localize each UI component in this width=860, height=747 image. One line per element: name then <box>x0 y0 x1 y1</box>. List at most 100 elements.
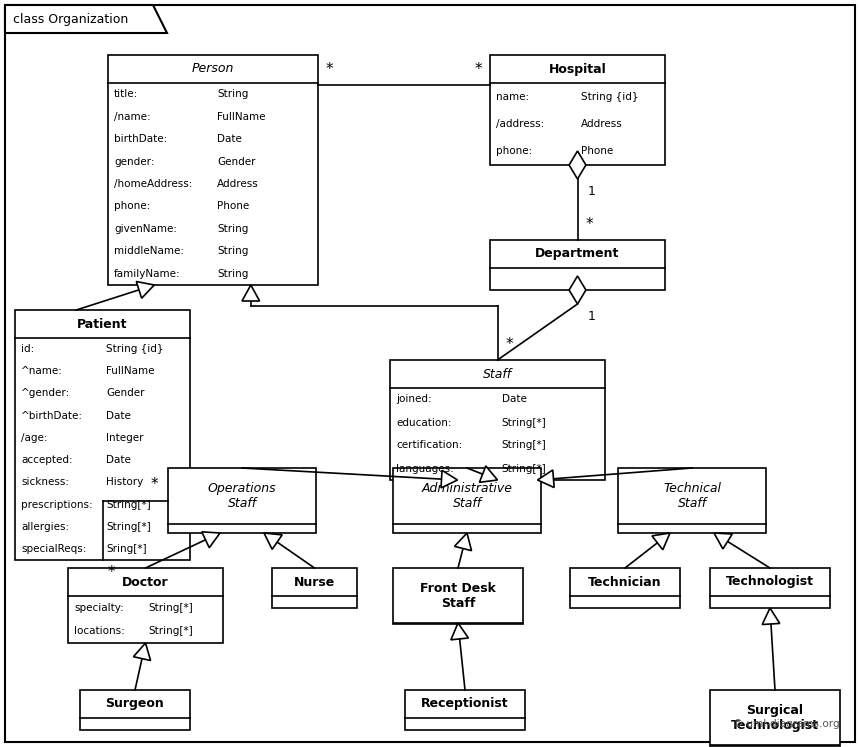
Text: gender:: gender: <box>114 157 155 167</box>
Text: Technician: Technician <box>588 575 662 589</box>
Text: *: * <box>108 565 115 580</box>
Text: /homeAddress:: /homeAddress: <box>114 179 193 189</box>
Text: locations:: locations: <box>74 626 125 636</box>
Text: String[*]: String[*] <box>149 603 194 613</box>
Polygon shape <box>714 533 732 549</box>
Polygon shape <box>133 643 150 660</box>
Text: /age:: /age: <box>21 433 47 443</box>
Bar <box>68 568 223 643</box>
Text: String: String <box>218 224 249 234</box>
Polygon shape <box>242 285 260 301</box>
Bar <box>618 468 766 533</box>
Polygon shape <box>451 623 469 640</box>
Text: name:: name: <box>496 92 529 102</box>
Text: certification:: certification: <box>396 441 463 450</box>
Polygon shape <box>5 5 167 33</box>
Text: String: String <box>218 269 249 279</box>
Polygon shape <box>136 282 154 298</box>
Text: Nurse: Nurse <box>294 575 335 589</box>
Text: String: String <box>218 89 249 99</box>
Text: languages:: languages: <box>396 463 454 474</box>
Text: givenName:: givenName: <box>114 224 177 234</box>
Text: *: * <box>150 477 158 492</box>
Text: FullName: FullName <box>218 111 266 122</box>
Text: phone:: phone: <box>114 202 150 211</box>
Text: FullName: FullName <box>106 366 155 376</box>
Text: String[*]: String[*] <box>501 441 547 450</box>
Bar <box>80 690 190 730</box>
Bar <box>15 310 190 560</box>
Text: Department: Department <box>535 247 620 261</box>
Text: 1: 1 <box>587 185 595 198</box>
Text: *: * <box>326 62 334 77</box>
Text: Receptionist: Receptionist <box>421 698 509 710</box>
Text: education:: education: <box>396 418 452 427</box>
Polygon shape <box>441 471 458 488</box>
Text: middleName:: middleName: <box>114 247 184 256</box>
Polygon shape <box>202 532 220 548</box>
Text: birthDate:: birthDate: <box>114 134 167 144</box>
Text: © uml-diagrams.org: © uml-diagrams.org <box>734 719 840 729</box>
Text: Sring[*]: Sring[*] <box>106 544 146 554</box>
Text: Technologist: Technologist <box>726 575 814 589</box>
Text: sickness:: sickness: <box>21 477 69 487</box>
Text: String: String <box>218 247 249 256</box>
Bar <box>710 568 830 608</box>
Text: ^gender:: ^gender: <box>21 388 71 398</box>
Text: Hospital: Hospital <box>549 63 606 75</box>
Polygon shape <box>479 466 497 483</box>
Text: Operations
Staff: Operations Staff <box>207 482 276 510</box>
Text: class Organization: class Organization <box>13 13 128 25</box>
Text: /name:: /name: <box>114 111 150 122</box>
Text: Address: Address <box>218 179 259 189</box>
Bar <box>108 55 318 285</box>
Text: specialty:: specialty: <box>74 603 124 613</box>
Text: allergies:: allergies: <box>21 521 69 532</box>
Text: Date: Date <box>501 394 526 404</box>
Text: Front Desk
Staff: Front Desk Staff <box>420 582 496 610</box>
Text: Staff: Staff <box>483 368 512 380</box>
Text: String {id}: String {id} <box>106 344 163 354</box>
Text: Phone: Phone <box>581 146 613 156</box>
Text: String[*]: String[*] <box>106 521 150 532</box>
Bar <box>710 690 840 745</box>
Text: String {id}: String {id} <box>581 92 638 102</box>
Text: specialReqs:: specialReqs: <box>21 544 86 554</box>
Bar <box>405 690 525 730</box>
Text: *: * <box>475 62 482 77</box>
Polygon shape <box>569 276 586 304</box>
Text: Date: Date <box>218 134 242 144</box>
Text: *: * <box>586 217 593 232</box>
Text: Gender: Gender <box>218 157 255 167</box>
Text: 1: 1 <box>587 310 595 323</box>
Bar <box>393 568 523 623</box>
Text: title:: title: <box>114 89 138 99</box>
Text: id:: id: <box>21 344 34 354</box>
Text: accepted:: accepted: <box>21 455 72 465</box>
Text: String[*]: String[*] <box>106 500 150 509</box>
Polygon shape <box>454 533 471 551</box>
Text: Gender: Gender <box>106 388 144 398</box>
Text: ^birthDate:: ^birthDate: <box>21 411 83 421</box>
Polygon shape <box>538 470 554 488</box>
Text: String[*]: String[*] <box>501 418 547 427</box>
Text: Surgical
Technologist: Surgical Technologist <box>731 704 819 732</box>
Text: String[*]: String[*] <box>149 626 194 636</box>
Text: Integer: Integer <box>106 433 144 443</box>
Polygon shape <box>569 151 586 179</box>
Polygon shape <box>264 533 282 549</box>
Text: Technical
Staff: Technical Staff <box>663 482 721 510</box>
Text: Date: Date <box>106 411 131 421</box>
Bar <box>393 468 541 533</box>
Text: Date: Date <box>106 455 131 465</box>
Text: Patient: Patient <box>77 317 128 330</box>
Text: ^name:: ^name: <box>21 366 63 376</box>
Text: Doctor: Doctor <box>122 575 169 589</box>
Text: /address:: /address: <box>496 119 544 129</box>
Text: prescriptions:: prescriptions: <box>21 500 93 509</box>
Text: Person: Person <box>192 63 234 75</box>
Text: familyName:: familyName: <box>114 269 181 279</box>
Text: joined:: joined: <box>396 394 432 404</box>
Text: Surgeon: Surgeon <box>106 698 164 710</box>
Text: History: History <box>106 477 144 487</box>
